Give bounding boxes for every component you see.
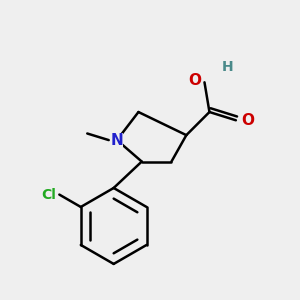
Text: N: N	[111, 133, 123, 148]
Text: O: O	[241, 113, 254, 128]
Text: Cl: Cl	[41, 188, 56, 202]
Text: H: H	[222, 60, 233, 74]
Text: O: O	[188, 73, 201, 88]
